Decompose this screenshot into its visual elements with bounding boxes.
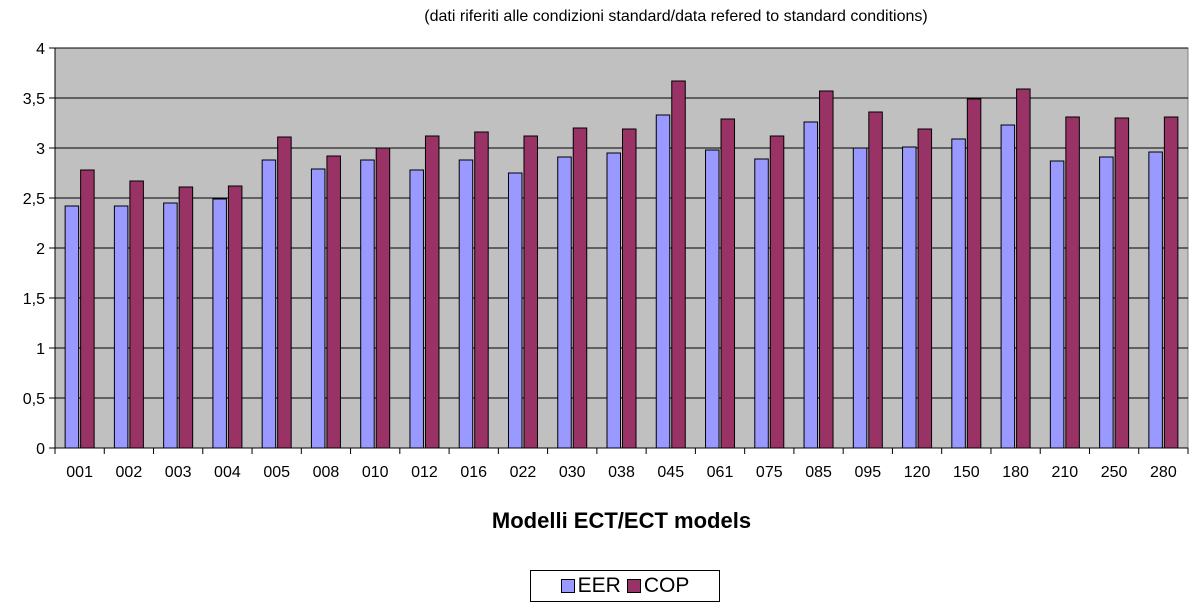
bar-cop-001 bbox=[80, 169, 95, 449]
y-tick-label: 3 bbox=[36, 141, 45, 158]
bar-eer-030 bbox=[557, 156, 572, 449]
x-tick-label: 016 bbox=[460, 464, 487, 481]
bar-cop-002 bbox=[129, 180, 144, 449]
bar-eer-005 bbox=[261, 159, 277, 449]
bar-cop-085 bbox=[819, 90, 834, 449]
y-tick-label: 1,5 bbox=[23, 291, 45, 308]
bar-eer-061 bbox=[705, 149, 720, 449]
bar-eer-120 bbox=[902, 146, 917, 449]
x-tick-label: 022 bbox=[510, 464, 537, 481]
bar-cop-022 bbox=[523, 135, 538, 449]
bar-cop-030 bbox=[572, 127, 588, 449]
bar-cop-250 bbox=[1114, 117, 1130, 449]
bar-eer-150 bbox=[951, 138, 966, 449]
bar-cop-095 bbox=[868, 111, 883, 449]
x-axis-title: Modelli ECT/ECT models bbox=[491, 508, 752, 533]
legend-item-eer: EER bbox=[560, 574, 621, 598]
y-tick-label: 1 bbox=[36, 341, 45, 358]
bar-cop-012 bbox=[424, 135, 440, 449]
legend-label-eer: EER bbox=[577, 574, 621, 597]
bar-cop-016 bbox=[474, 131, 489, 449]
legend-swatch-eer bbox=[560, 579, 575, 593]
x-tick-label: 075 bbox=[756, 464, 783, 481]
x-tick-label: 061 bbox=[707, 464, 734, 481]
x-tick-label: 004 bbox=[214, 464, 241, 481]
bar-cop-180 bbox=[1016, 88, 1031, 449]
bar-eer-008 bbox=[310, 168, 326, 449]
x-tick-label: 045 bbox=[657, 464, 684, 481]
bar-eer-085 bbox=[803, 121, 819, 449]
bar-cop-008 bbox=[326, 155, 341, 449]
x-tick-label: 180 bbox=[1002, 464, 1029, 481]
bar-eer-210 bbox=[1049, 160, 1065, 449]
chart-subtitle: (dati riferiti alle condizioni standard/… bbox=[424, 8, 928, 25]
y-tick-label: 3,5 bbox=[23, 91, 45, 108]
bar-eer-003 bbox=[163, 202, 178, 449]
bar-eer-001 bbox=[64, 205, 80, 449]
legend-item-cop: COP bbox=[626, 574, 690, 598]
y-tick-label: 4 bbox=[36, 41, 45, 58]
bar-cop-061 bbox=[720, 118, 736, 449]
bar-eer-045 bbox=[655, 114, 671, 449]
x-tick-label: 008 bbox=[313, 464, 340, 481]
bar-eer-250 bbox=[1099, 156, 1114, 449]
bar-cop-075 bbox=[769, 135, 785, 449]
bar-cop-280 bbox=[1163, 116, 1179, 449]
x-tick-label: 280 bbox=[1150, 464, 1177, 481]
bar-eer-038 bbox=[606, 152, 621, 449]
x-tick-label: 120 bbox=[904, 464, 931, 481]
x-tick-label: 250 bbox=[1101, 464, 1128, 481]
bar-eer-002 bbox=[113, 205, 129, 449]
bar-eer-004 bbox=[212, 198, 227, 449]
bar-eer-180 bbox=[1000, 124, 1016, 449]
x-tick-label: 002 bbox=[116, 464, 143, 481]
bar-cop-038 bbox=[622, 128, 637, 449]
bar-cop-210 bbox=[1065, 116, 1080, 449]
x-tick-label: 038 bbox=[608, 464, 635, 481]
bar-eer-075 bbox=[754, 158, 769, 449]
bar-eer-280 bbox=[1148, 151, 1163, 449]
legend-label-cop: COP bbox=[643, 574, 690, 597]
y-tick-label: 2,5 bbox=[23, 191, 45, 208]
x-tick-label: 095 bbox=[854, 464, 881, 481]
y-tick-label: 0 bbox=[36, 441, 45, 458]
bar-eer-022 bbox=[507, 172, 523, 449]
legend-swatch-cop bbox=[626, 579, 641, 593]
x-tick-label: 005 bbox=[263, 464, 290, 481]
bar-eer-010 bbox=[360, 159, 375, 449]
x-tick-label: 210 bbox=[1051, 464, 1078, 481]
bar-cop-004 bbox=[227, 185, 243, 449]
bar-cop-150 bbox=[966, 98, 982, 449]
chart-legend: EER COP bbox=[530, 570, 720, 602]
x-tick-label: 150 bbox=[953, 464, 980, 481]
x-tick-label: 085 bbox=[805, 464, 832, 481]
x-tick-label: 001 bbox=[66, 464, 93, 481]
x-tick-label: 030 bbox=[559, 464, 586, 481]
x-tick-label: 010 bbox=[362, 464, 389, 481]
y-tick-label: 0,5 bbox=[23, 391, 45, 408]
bar-cop-010 bbox=[375, 147, 391, 449]
y-tick-label: 2 bbox=[36, 241, 45, 258]
bar-eer-016 bbox=[458, 159, 474, 449]
x-tick-label: 012 bbox=[411, 464, 438, 481]
bar-cop-005 bbox=[277, 136, 292, 449]
bar-cop-003 bbox=[178, 186, 194, 449]
bar-cop-045 bbox=[671, 80, 686, 449]
bar-cop-120 bbox=[917, 128, 933, 449]
bar-eer-012 bbox=[409, 169, 424, 449]
x-tick-label: 003 bbox=[165, 464, 192, 481]
bar-eer-095 bbox=[852, 147, 868, 449]
